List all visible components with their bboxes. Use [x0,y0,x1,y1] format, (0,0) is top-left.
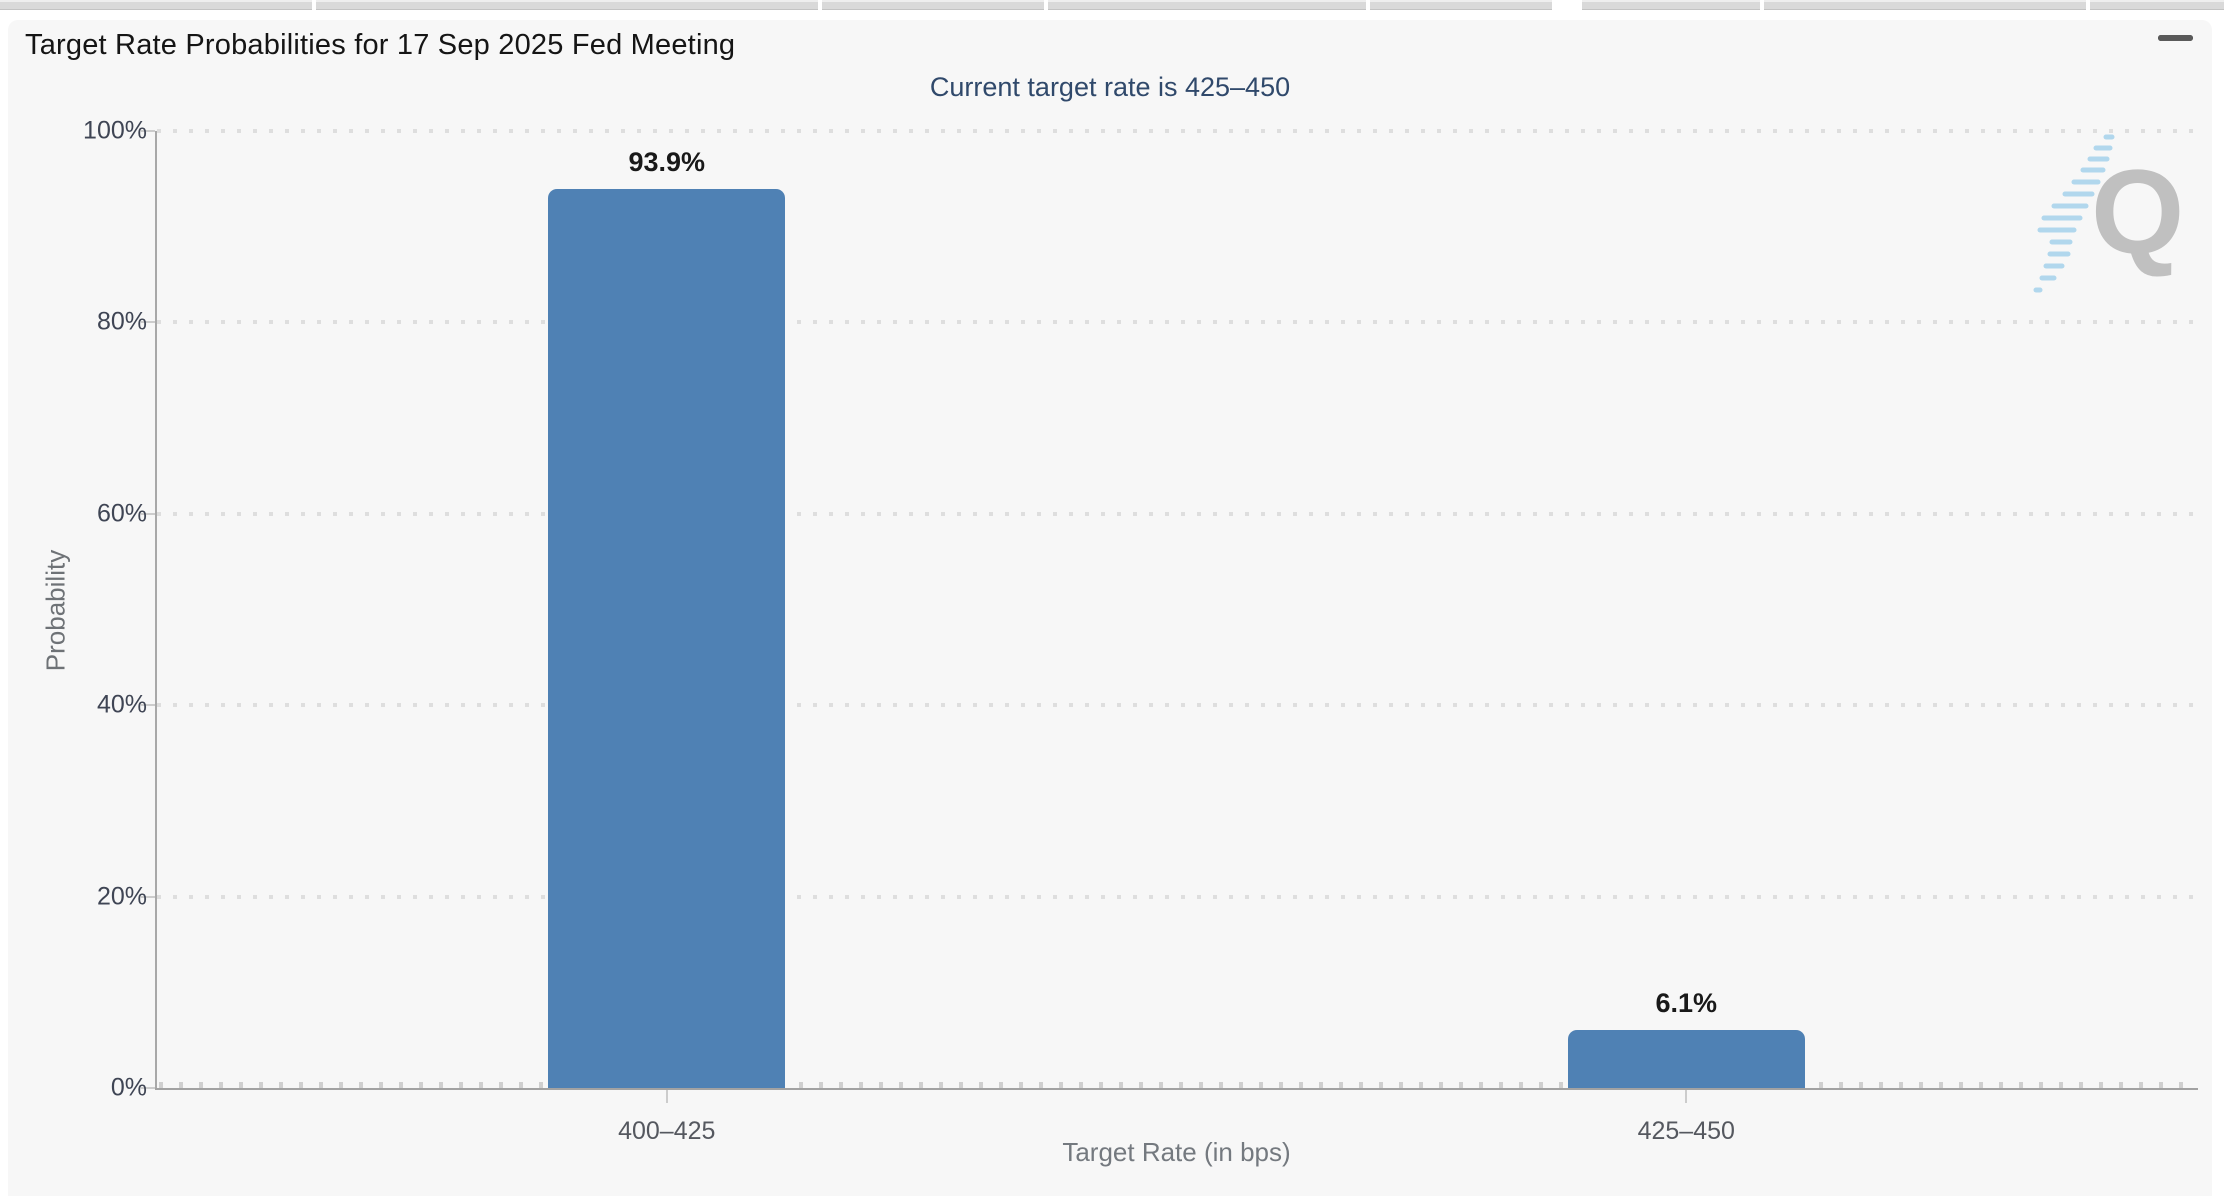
browser-tab-edge[interactable] [822,0,1044,10]
y-axis-title: Probability [40,549,71,672]
fedwatch-chart-card: Target Rate Probabilities for 17 Sep 202… [8,20,2212,1196]
browser-tab-edge[interactable] [1582,0,1760,10]
y-gridline [157,320,2196,325]
top-tab-strip [0,0,2224,10]
x-category-label: 425–450 [1637,1117,1735,1145]
y-gridline [157,511,2196,516]
plot-area: 0% 20% 40% 60% 80% 100% 93.9% 400–425 6.1% 425–45… [83,117,2198,1145]
y-tick-mark [141,1087,155,1089]
x-category-label: 400–425 [618,1117,716,1145]
browser-tab-edge[interactable] [2090,0,2224,10]
y-tick-label: 100% [83,116,147,145]
probability-bar-400–425[interactable] [548,189,786,1088]
y-tick-label: 40% [96,690,147,719]
browser-tab-edge[interactable] [1764,0,2086,10]
browser-tab-edge[interactable] [1370,0,1552,10]
y-gridline [157,894,2196,899]
bar-value-label: 93.9% [628,147,706,178]
y-tick-mark [141,704,155,707]
browser-tab-edge[interactable] [1048,0,1366,10]
chart-subtitle: Current target rate is 425–450 [929,72,1291,102]
x-axis-line [155,1088,2198,1090]
x-axis-title: Target Rate (in bps) [1062,1137,1291,1167]
y-gridline [157,703,2196,708]
y-tick-label: 60% [96,499,147,528]
x-tick-mark [1685,1090,1688,1103]
chart-context-menu-button[interactable] [2158,35,2193,63]
chart-title: Target Rate Probabilities for 17 Sep 202… [25,29,736,61]
y-axis-line [155,131,157,1088]
y-tick-mark [141,321,155,324]
bar-value-label: 6.1% [1655,987,1718,1018]
y-tick-mark [141,130,155,132]
x-tick-mark [665,1090,668,1103]
browser-tab-edge[interactable] [0,0,312,10]
y-gridline [157,129,2196,133]
x-axis-minor-ticks [159,1082,2194,1088]
browser-tab-edge[interactable] [316,0,818,10]
probability-bar-425–450[interactable] [1567,1029,1805,1088]
y-tick-mark [141,512,155,515]
y-tick-label: 80% [96,307,147,336]
y-tick-label: 20% [96,882,147,911]
y-tick-label: 0% [110,1073,147,1102]
y-tick-mark [141,895,155,898]
